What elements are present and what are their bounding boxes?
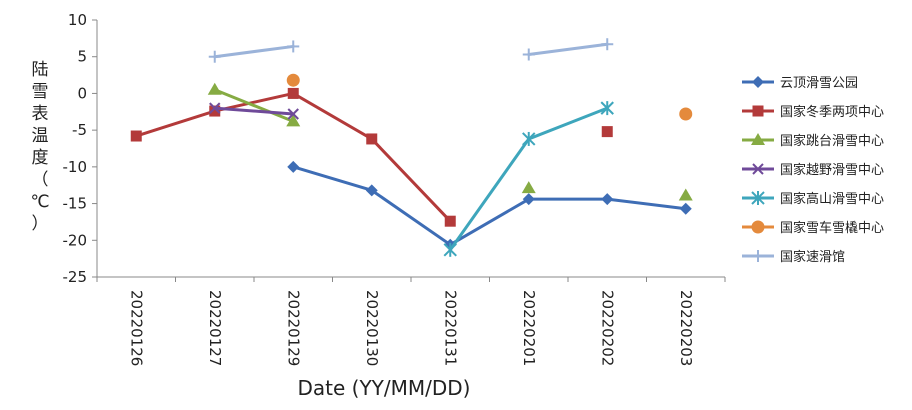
x-tick-label: 20220203 <box>677 290 695 366</box>
x-tick-label: 20220126 <box>127 290 145 366</box>
series-0 <box>287 160 692 251</box>
legend-entry: 云顶滑雪公园 <box>742 76 858 91</box>
data-point <box>208 50 221 63</box>
series-line-segment <box>527 42 609 57</box>
data-point <box>286 114 301 127</box>
series-1 <box>130 87 613 227</box>
x-tick-label: 20220131 <box>441 290 459 366</box>
series-4 <box>443 101 614 257</box>
y-tick-label: -15 <box>63 195 88 213</box>
data-point <box>443 242 457 257</box>
y-tick-label: 5 <box>77 48 87 66</box>
legend-label: 国家高山滑雪中心 <box>780 191 884 207</box>
marker-stroke <box>287 108 299 120</box>
legend-label: 国家越野滑雪中心 <box>780 162 884 178</box>
legend-entry: 国家雪车雪橇中心 <box>742 220 884 236</box>
x-tick-label: 20220201 <box>520 290 538 366</box>
data-point <box>521 181 536 194</box>
y-tick-label: -20 <box>63 231 88 249</box>
legend-entry: 国家速滑馆 <box>742 249 845 265</box>
series-line-segment <box>527 106 609 141</box>
legend-label: 国家冬季两项中心 <box>780 104 884 120</box>
legend-label: 云顶滑雪公园 <box>780 76 858 91</box>
data-point <box>679 107 693 121</box>
legend-label: 国家速滑馆 <box>780 249 845 265</box>
marker-stroke <box>209 102 221 114</box>
data-point <box>365 184 378 197</box>
legend-entry: 国家高山滑雪中心 <box>742 191 884 207</box>
data-point <box>600 101 614 116</box>
x-tick-label: 20220130 <box>363 290 381 366</box>
y-tick-label: 10 <box>68 11 87 29</box>
legend-label: 国家雪车雪橇中心 <box>780 220 884 236</box>
legend-swatch-marker <box>751 133 765 145</box>
data-point <box>286 73 300 87</box>
data-point <box>601 126 613 138</box>
legend-swatch-marker <box>752 105 764 117</box>
y-tick-label: 0 <box>77 84 87 102</box>
legend-label: 国家跳台滑雪中心 <box>780 133 884 149</box>
y-tick-label: -5 <box>72 121 87 139</box>
legend-swatch-marker <box>751 220 765 234</box>
data-point <box>444 215 456 227</box>
series-line-segment <box>213 44 295 59</box>
series-line-segment <box>213 88 295 123</box>
data-point <box>207 82 222 95</box>
legend-entry: 国家越野滑雪中心 <box>742 162 884 178</box>
y-tick-label: -10 <box>63 158 88 176</box>
legend-entry: 国家跳台滑雪中心 <box>742 133 884 149</box>
series-line-segment <box>134 109 217 138</box>
y-axis-title: 陆雪表温度（℃） <box>30 60 49 234</box>
data-point <box>601 193 614 206</box>
data-point <box>209 105 221 117</box>
legend-swatch-marker <box>751 191 765 205</box>
data-point <box>287 160 300 173</box>
data-point <box>679 202 692 215</box>
data-point <box>522 193 535 206</box>
series-line-segment <box>291 91 374 141</box>
series-2 <box>207 82 693 201</box>
x-tick-label: 20220129 <box>284 290 302 366</box>
data-point <box>287 40 300 53</box>
legend-swatch-marker <box>752 250 764 262</box>
series-line-segment <box>370 137 452 223</box>
data-point <box>130 130 142 142</box>
y-tick-label: -25 <box>63 268 88 286</box>
marker-stroke <box>752 163 764 175</box>
series-3 <box>209 102 299 120</box>
data-point <box>522 131 536 146</box>
legend: 云顶滑雪公园国家冬季两项中心国家跳台滑雪中心国家越野滑雪中心国家高山滑雪中心国家… <box>742 76 884 265</box>
series-5 <box>286 73 693 121</box>
series-line-segment <box>291 165 374 192</box>
data-point <box>366 133 378 145</box>
x-axis-title: Date (YY/MM/DD) <box>298 376 471 400</box>
data-point <box>209 102 221 114</box>
data-point <box>601 38 614 51</box>
series-line-segment <box>448 137 531 252</box>
series-line-segment <box>605 197 688 211</box>
legend-entry: 国家冬季两项中心 <box>742 104 884 120</box>
axes: 10 5 0 -5 -10 -15 -20 -25 20220126 20220127 202201… <box>63 11 726 366</box>
x-tick-label: 20220127 <box>206 290 224 366</box>
x-tick-label: 20220202 <box>598 290 616 366</box>
data-point <box>287 87 299 99</box>
series-layer <box>130 38 693 257</box>
legend-swatch-marker <box>752 76 764 88</box>
series-line-segment <box>448 197 531 247</box>
legend-swatch-marker <box>752 163 764 175</box>
series-line-segment <box>213 106 295 116</box>
data-point <box>522 48 535 61</box>
data-point <box>678 188 693 201</box>
data-point <box>287 108 299 120</box>
series-6 <box>208 38 614 63</box>
series-line-segment <box>370 188 452 247</box>
